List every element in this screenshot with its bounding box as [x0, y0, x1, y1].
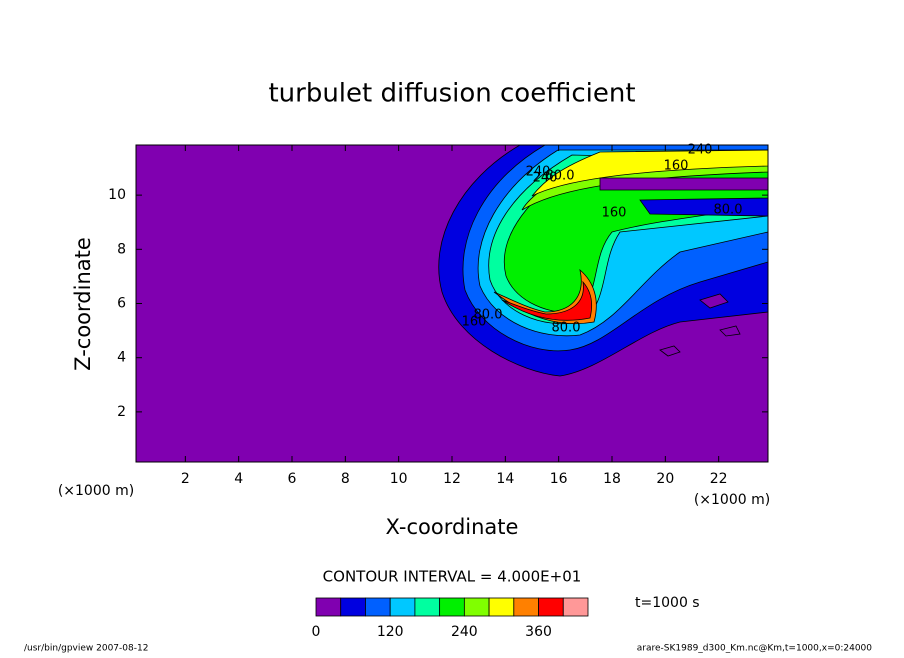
x-tick-label: 2 [181, 471, 190, 487]
colorbar-box [340, 597, 366, 617]
contour-region [531, 149, 769, 197]
x-tick-label: 8 [341, 471, 350, 487]
y-tick-label: 8 [117, 241, 126, 257]
colorbar-tick-label: 120 [377, 624, 404, 640]
y-tick-label: 2 [117, 404, 126, 420]
y-tick-label: 10 [108, 187, 126, 203]
contour-label: 240 [533, 171, 558, 186]
contour-region [599, 177, 769, 191]
x-tick-label: 20 [656, 471, 674, 487]
contour-label: 80.0 [546, 169, 575, 184]
contour-label: 160 [664, 159, 689, 174]
colorbar-tick-label: 240 [451, 624, 478, 640]
colorbar-box [562, 597, 589, 617]
footer-left: /usr/bin/gpview 2007-08-12 [24, 644, 148, 654]
y-unit: (×1000 m) [58, 483, 134, 499]
contour-label: 160 [602, 206, 627, 221]
contour-label: 160 [462, 315, 487, 330]
x-tick-label: 6 [288, 471, 297, 487]
x-tick-label: 14 [496, 471, 514, 487]
contour-label: 80.0 [714, 203, 743, 218]
colorbar-box [414, 597, 441, 617]
footer-right: arare-SK1989_d300_Km.nc@Km,t=1000,x=0:24… [637, 644, 873, 654]
chart-title: turbulet diffusion coefficient [268, 79, 635, 109]
x-unit: (×1000 m) [694, 492, 770, 508]
contour-label: 80.0 [552, 321, 581, 336]
y-tick-label: 4 [117, 350, 126, 366]
time-label: t=1000 s [635, 595, 700, 611]
x-tick-label: 4 [234, 471, 243, 487]
colorbar-box [488, 597, 515, 617]
colorbar-box [389, 597, 416, 617]
colorbar-box [513, 597, 539, 617]
contour-region [501, 280, 592, 321]
colorbar-tick-label: 360 [525, 624, 552, 640]
contour-label: 240 [526, 165, 551, 180]
x-axis-label: X-coordinate [386, 515, 519, 539]
contour-region [639, 197, 769, 217]
colorbar-box [315, 597, 342, 617]
x-tick-label: 16 [550, 471, 568, 487]
colorbar-box [538, 597, 564, 617]
contour-region [659, 293, 741, 357]
colorbar-box [439, 597, 465, 617]
contour-label: 240 [688, 143, 713, 158]
colorbar-box [365, 597, 391, 617]
contour-label: 80.0 [474, 308, 503, 323]
y-axis-label: Z-coordinate [71, 237, 95, 371]
x-tick-label: 12 [443, 471, 461, 487]
x-tick-label: 18 [603, 471, 621, 487]
colorbar-tick-label: 0 [312, 624, 321, 640]
x-tick-label: 22 [710, 471, 728, 487]
y-tick-label: 6 [117, 296, 126, 312]
colorbar-box [463, 597, 490, 617]
contour-interval: CONTOUR INTERVAL = 4.000E+01 [323, 568, 582, 586]
x-tick-label: 10 [390, 471, 408, 487]
